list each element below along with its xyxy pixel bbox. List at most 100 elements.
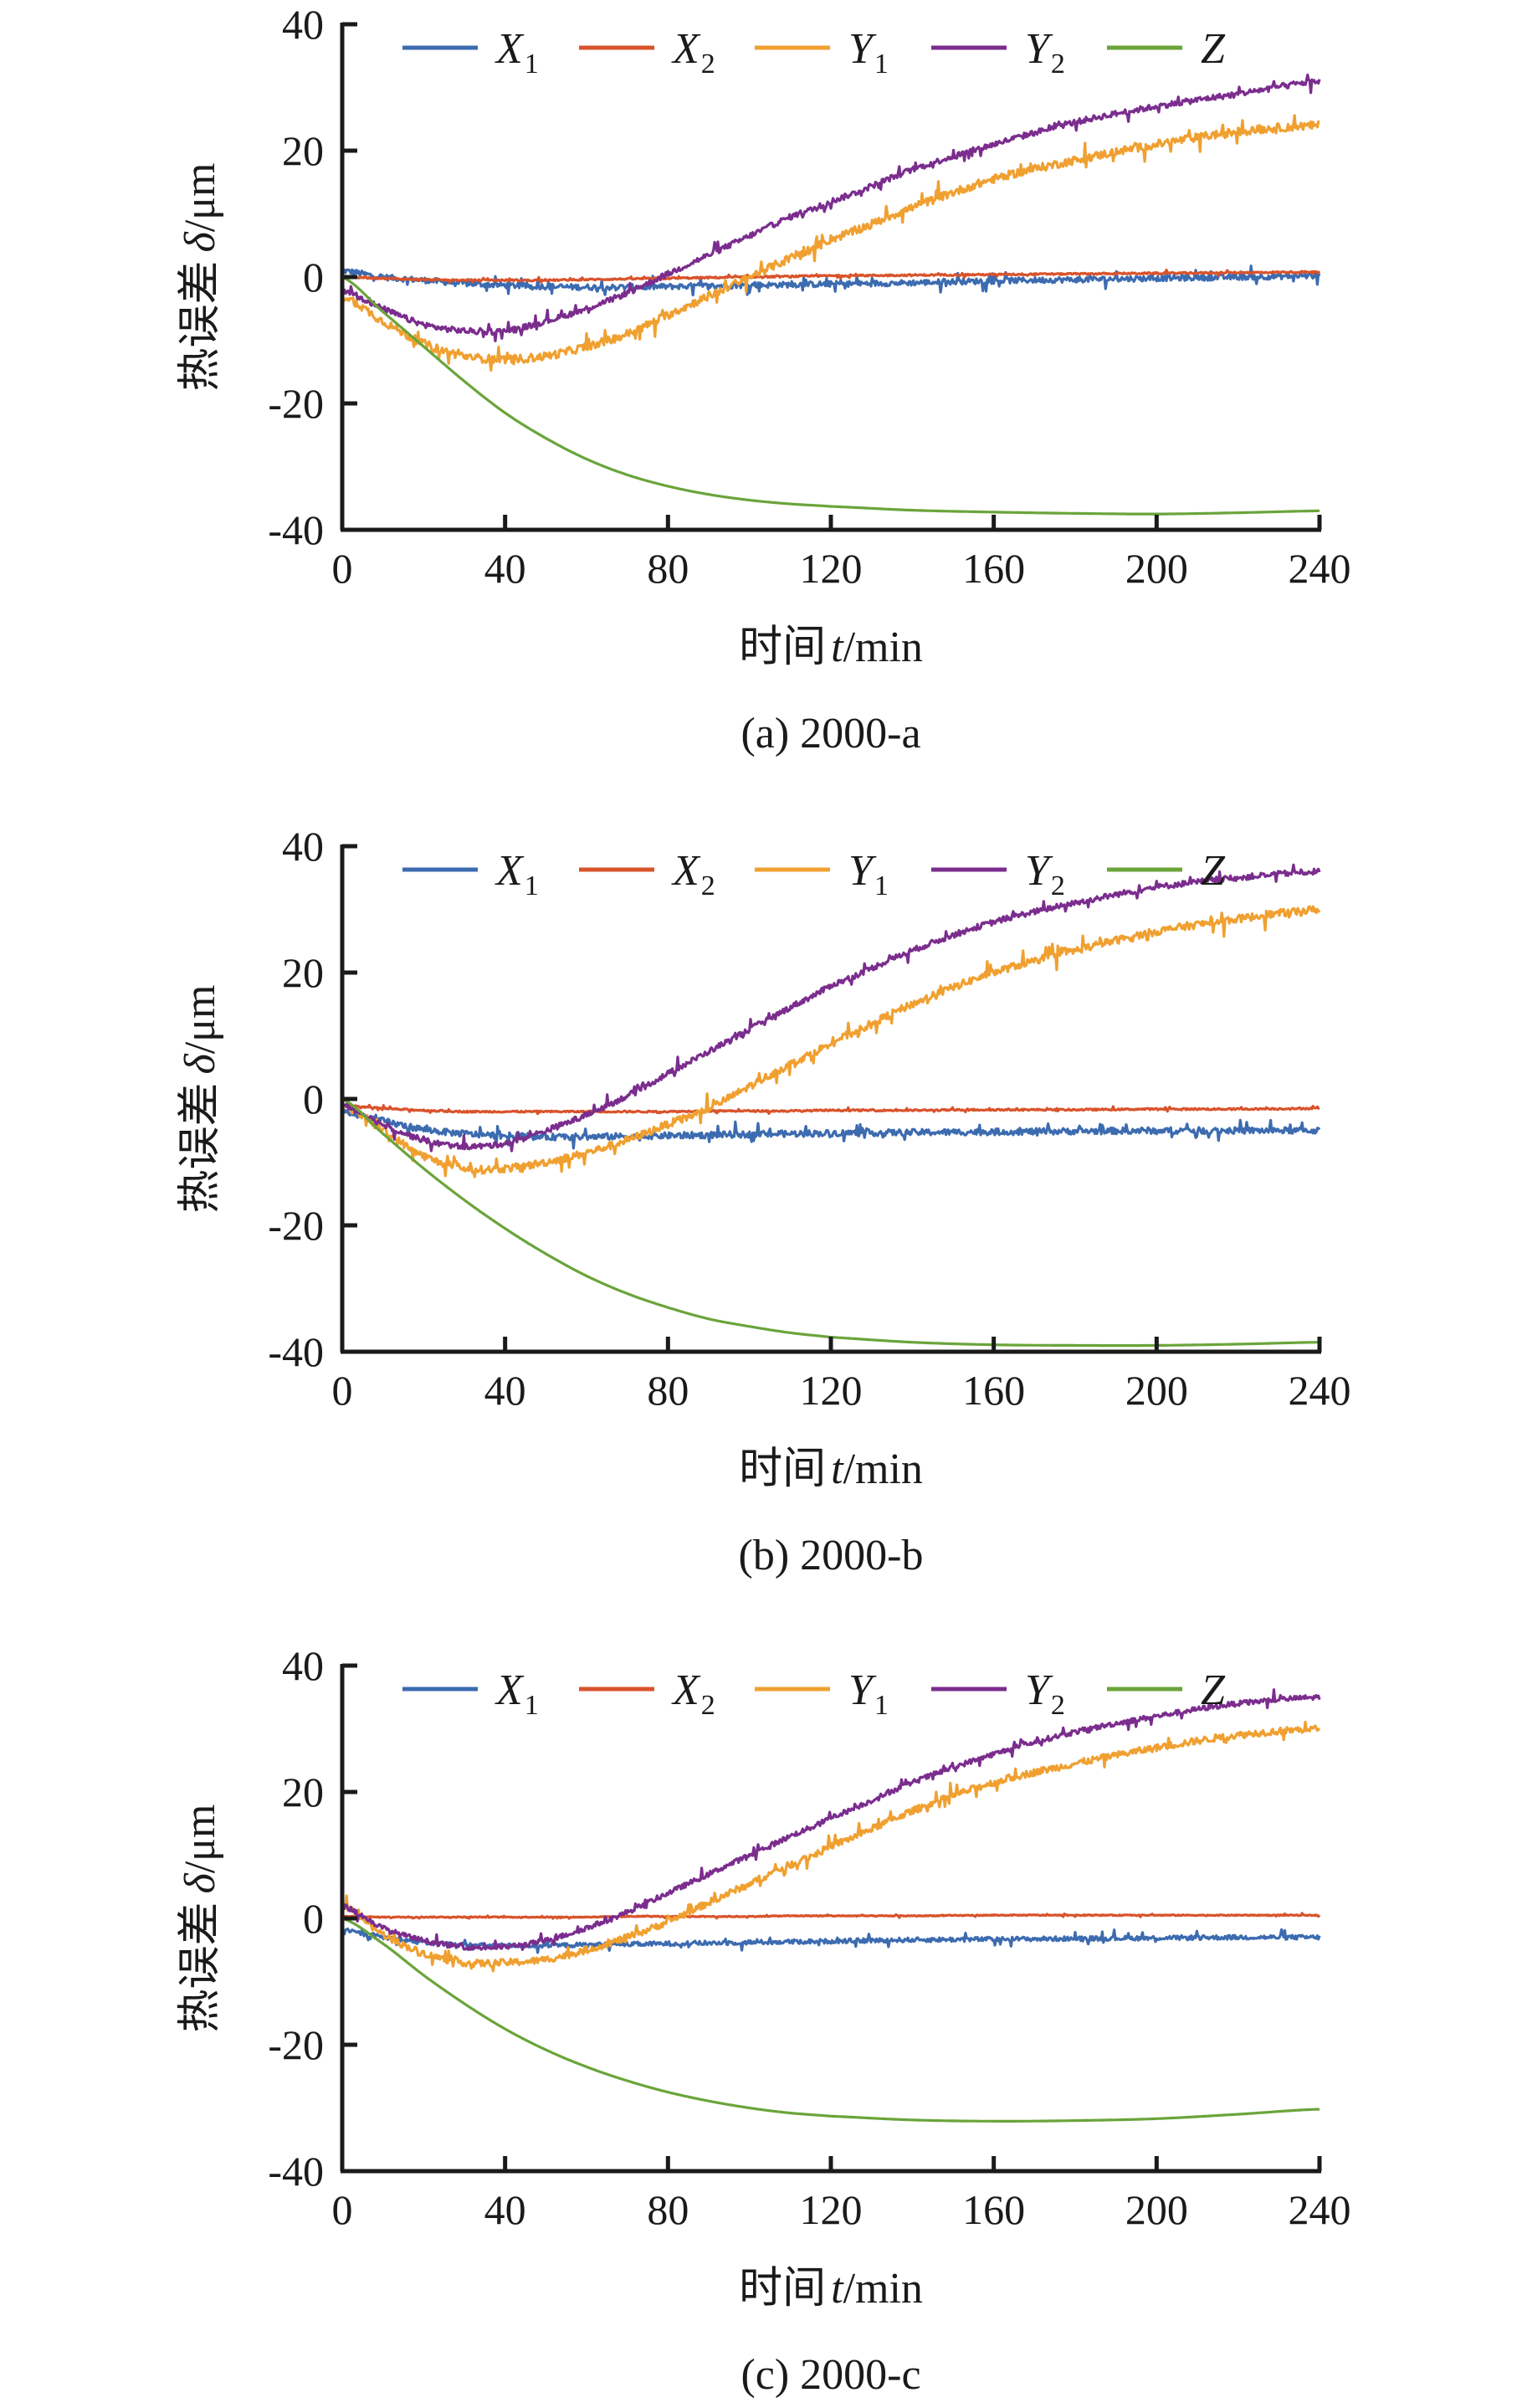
legend-label-subscript: 2 (701, 1690, 715, 1721)
legend-item-x1: X1 (402, 25, 539, 80)
legend-label-name: X (671, 25, 701, 73)
y-axis-title: 热误差 δ/μm (177, 163, 224, 392)
y-tick-label: 20 (282, 949, 324, 996)
legend-label: X1 (495, 847, 539, 901)
legend: X1 X2 Y1 Y2 Z (402, 1666, 1226, 1721)
y-axis-title: 热误差 δ/μm (177, 985, 224, 1214)
x-tick-label: 40 (484, 2186, 526, 2233)
x-tick-label: 240 (1289, 545, 1351, 592)
y-axis-variable: δ (177, 231, 224, 252)
legend-label-subscript: 1 (874, 870, 889, 901)
y-tick-label: 20 (282, 1769, 324, 1815)
series-line-y2 (341, 863, 1321, 1153)
y-tick-label: -40 (268, 506, 324, 553)
legend-item-z: Z (1107, 847, 1226, 895)
series-line-y1 (341, 114, 1320, 372)
legend-label-subscript: 2 (701, 49, 715, 80)
series-line-z (341, 275, 1320, 516)
legend-item-y1: Y1 (755, 1666, 889, 1721)
legend-item-z: Z (1107, 25, 1226, 73)
y-tick-label: 0 (303, 1895, 324, 1942)
x-axis-title: 时间 t/min (739, 1445, 923, 1493)
x-tick-label: 240 (1289, 2186, 1351, 2233)
x-tick-label: 200 (1125, 1367, 1188, 1414)
panel-caption: (a) 2000-a (741, 710, 920, 757)
y-tick-label: -40 (268, 1328, 324, 1375)
y-axis-title-text: 热误差 (177, 260, 224, 391)
x-tick-label: 0 (332, 1367, 353, 1414)
legend-label-subscript: 1 (874, 49, 889, 80)
legend-label-name: Y (1025, 847, 1053, 895)
legend-label-subscript: 2 (1051, 870, 1065, 901)
legend-label: Y1 (848, 1666, 889, 1721)
x-axis-title-text: 时间 (739, 2265, 826, 2313)
legend-label: Y2 (1025, 1666, 1065, 1721)
x-tick-label: 40 (484, 545, 526, 592)
legend-label-subscript: 1 (874, 1690, 889, 1721)
y-tick-label: 40 (282, 823, 324, 870)
legend-label-subscript: 1 (525, 1690, 539, 1721)
y-tick-label: 40 (282, 1642, 324, 1689)
y-tick-label: 40 (282, 1, 324, 48)
y-axis-title-text: 热误差 (177, 1902, 224, 2032)
legend-item-x2: X2 (579, 25, 715, 80)
y-tick-label: -20 (268, 2021, 324, 2068)
series-group (341, 863, 1321, 1348)
legend-label-name: X (671, 847, 701, 895)
x-tick-label: 160 (962, 2186, 1025, 2233)
x-axis-variable: t (831, 1445, 844, 1493)
series-line-y1 (341, 905, 1321, 1178)
x-tick-label: 80 (647, 1367, 689, 1414)
y-axis-title-text: 热误差 (177, 1082, 224, 1213)
x-tick-label: 200 (1125, 545, 1188, 592)
legend-label: X2 (671, 847, 715, 901)
series-line-y2 (341, 73, 1321, 342)
x-axis-title: 时间 t/min (739, 2265, 923, 2313)
legend-label-name: Y (1025, 25, 1053, 73)
legend-label: Y2 (1025, 847, 1065, 901)
x-axis-unit: /min (843, 1445, 923, 1493)
legend-label-name: Y (1025, 1666, 1053, 1714)
x-axis-unit: /min (843, 624, 923, 671)
x-tick-label: 0 (332, 545, 353, 592)
series-group (341, 73, 1321, 516)
legend-label: X1 (495, 1666, 539, 1721)
legend-label-name: X (495, 25, 525, 73)
legend-label-subscript: 2 (1051, 1690, 1065, 1721)
legend-label: Z (1201, 847, 1226, 895)
legend-label-name: Z (1201, 1666, 1226, 1714)
y-tick-label: 0 (303, 1076, 324, 1122)
legend-label: X1 (495, 25, 539, 80)
x-axis-variable: t (831, 2265, 844, 2313)
x-tick-label: 120 (800, 1367, 863, 1414)
panel-caption: (b) 2000-b (739, 1532, 924, 1579)
series-line-x2 (341, 1103, 1320, 1116)
legend-label-name: Y (848, 1666, 877, 1714)
legend-item-y1: Y1 (755, 847, 889, 901)
x-tick-label: 240 (1289, 1367, 1351, 1414)
y-axis-unit: /μm (177, 163, 224, 233)
y-axis-title: 热误差 δ/μm (177, 1805, 224, 2033)
legend-item-y1: Y1 (755, 25, 889, 80)
x-tick-label: 200 (1125, 2186, 1188, 2233)
legend-label-name: Z (1201, 25, 1226, 73)
legend-item-x1: X1 (402, 1666, 539, 1721)
y-tick-label: -40 (268, 2148, 324, 2195)
y-axis-variable: δ (177, 1872, 224, 1893)
x-tick-label: 120 (800, 2186, 863, 2233)
legend-item-x2: X2 (579, 847, 715, 901)
y-axis-variable: δ (177, 1053, 224, 1074)
legend-label: Z (1201, 1666, 1226, 1714)
x-tick-label: 160 (962, 1367, 1025, 1414)
legend-label-name: X (495, 847, 525, 895)
panel-caption: (c) 2000-c (741, 2351, 920, 2399)
legend-label: Y1 (848, 847, 889, 901)
legend-label: Y2 (1025, 25, 1065, 80)
x-axis-unit: /min (843, 2265, 923, 2313)
legend-label: Y1 (848, 25, 889, 80)
series-line-z (341, 1917, 1320, 2123)
series-line-y2 (341, 1688, 1321, 1951)
